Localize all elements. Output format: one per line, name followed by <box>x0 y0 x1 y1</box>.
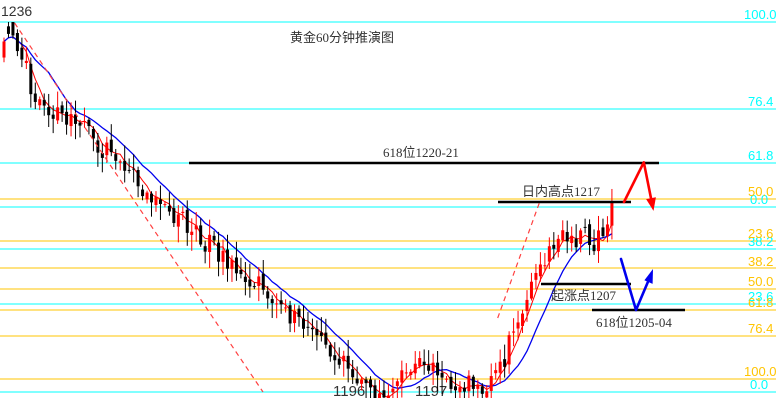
svg-text:76.4: 76.4 <box>748 321 773 336</box>
svg-text:1236: 1236 <box>1 3 32 19</box>
svg-text:618位1220-21: 618位1220-21 <box>383 145 459 160</box>
svg-text:1196: 1196 <box>333 383 365 400</box>
svg-text:100.0: 100.0 <box>744 7 776 22</box>
svg-text:0.0: 0.0 <box>750 377 768 392</box>
svg-text:黄金60分钟推演图: 黄金60分钟推演图 <box>290 30 394 45</box>
svg-text:100.0: 100.0 <box>744 364 776 379</box>
svg-text:日内高点1217: 日内高点1217 <box>522 184 601 199</box>
svg-text:起涨点1207: 起涨点1207 <box>551 288 617 303</box>
svg-text:76.4: 76.4 <box>748 94 773 109</box>
svg-text:38.2: 38.2 <box>748 254 773 269</box>
svg-text:50.0: 50.0 <box>748 274 773 289</box>
svg-text:50.0: 50.0 <box>748 184 773 199</box>
svg-text:61.8: 61.8 <box>748 295 773 310</box>
svg-text:23.6: 23.6 <box>748 226 773 241</box>
svg-text:61.8: 61.8 <box>748 148 773 163</box>
svg-text:618位1205-04: 618位1205-04 <box>596 315 672 330</box>
